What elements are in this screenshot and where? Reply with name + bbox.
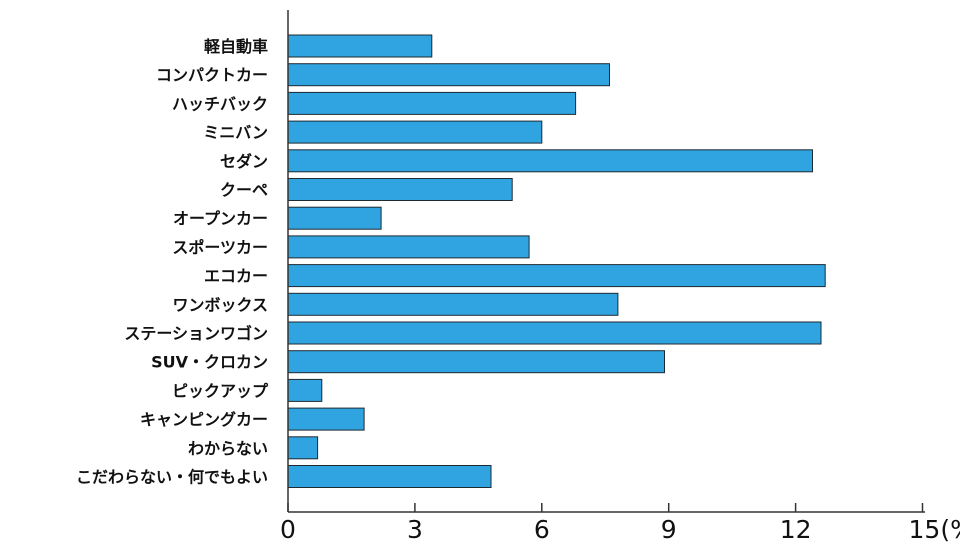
x-tick-label-0: 0: [280, 515, 296, 544]
x-axis-unit: (%): [940, 515, 960, 544]
bar-9: [288, 293, 618, 315]
bar-4: [288, 150, 813, 172]
bar-13: [288, 408, 364, 430]
bar-11: [288, 351, 665, 373]
x-tick-value-5: 15: [909, 515, 941, 544]
category-label-3: ミニバン: [203, 123, 268, 142]
bar-1: [288, 64, 610, 86]
category-label-15: こだわらない・何でもよい: [76, 468, 268, 487]
bar-3: [288, 121, 542, 143]
bar-6: [288, 207, 381, 229]
category-label-12: ピックアップ: [172, 381, 269, 400]
category-label-13: キャンピングカー: [140, 410, 268, 429]
bars-layer: [288, 35, 825, 488]
x-tick-label-1: 3: [407, 515, 423, 544]
category-label-7: スポーツカー: [172, 238, 268, 257]
bar-7: [288, 236, 529, 258]
category-label-9: ワンボックス: [172, 295, 268, 314]
bar-5: [288, 179, 512, 201]
category-label-10: ステーションワゴン: [124, 324, 268, 343]
bar-15: [288, 466, 491, 488]
bar-0: [288, 35, 432, 57]
x-axis-ticks: 0 3 6 9 12 15(%): [280, 503, 960, 544]
x-tick-label-4: 12: [780, 515, 812, 544]
x-tick-label-5: 15(%): [909, 515, 960, 544]
category-label-4: セダン: [220, 152, 268, 171]
category-labels: 軽自動車コンパクトカーハッチバックミニバンセダンクーペオープンカースポーツカーエ…: [76, 37, 269, 487]
category-label-0: 軽自動車: [204, 37, 268, 56]
category-label-2: ハッチバック: [172, 94, 268, 113]
bar-8: [288, 265, 825, 287]
bar-10: [288, 322, 821, 344]
bar-2: [288, 92, 576, 114]
category-label-14: わからない: [188, 439, 268, 458]
x-tick-label-3: 9: [661, 515, 677, 544]
category-label-8: エコカー: [204, 267, 268, 286]
bar-14: [288, 437, 318, 459]
category-label-11: SUV・クロカン: [151, 353, 268, 372]
category-label-1: コンパクトカー: [156, 66, 268, 85]
category-label-5: クーペ: [220, 181, 268, 200]
x-tick-label-2: 6: [534, 515, 550, 544]
bar-12: [288, 379, 322, 401]
category-label-6: オープンカー: [173, 209, 268, 228]
